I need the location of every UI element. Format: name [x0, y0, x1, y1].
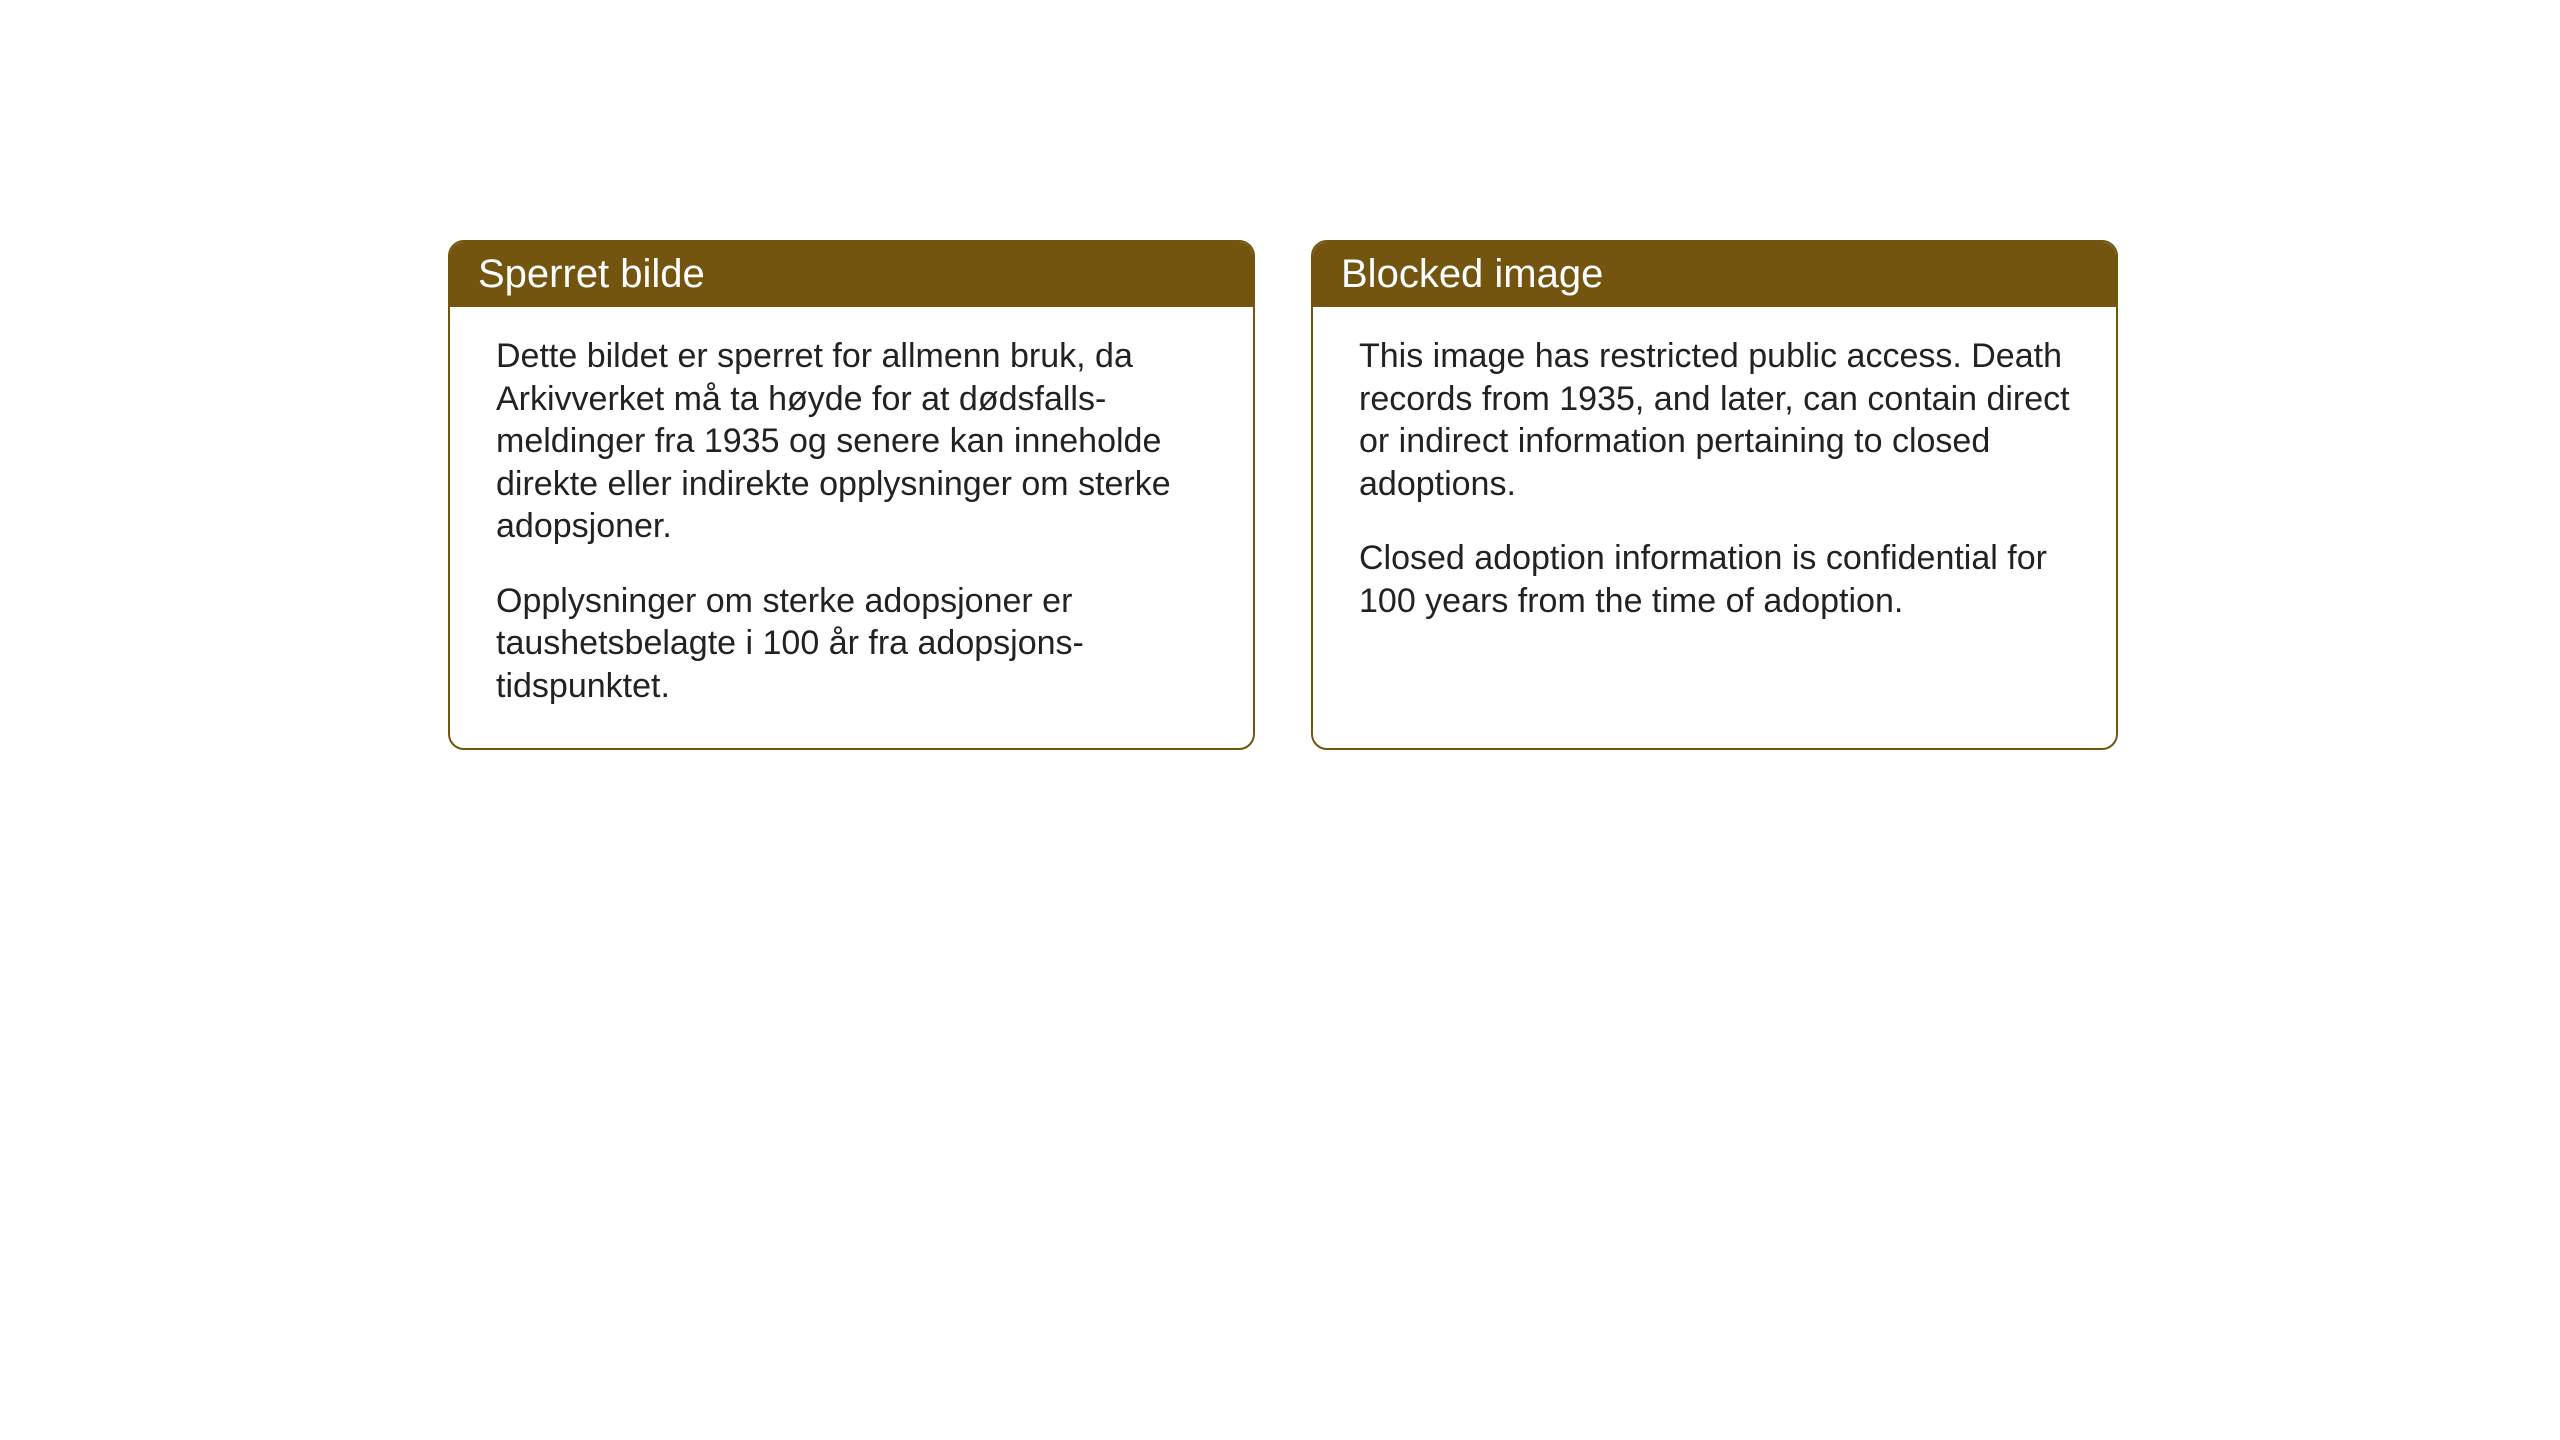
- card-paragraph-en-2: Closed adoption information is confident…: [1359, 537, 2070, 622]
- card-paragraph-no-2: Opplysninger om sterke adopsjoner er tau…: [496, 580, 1207, 708]
- card-title-en: Blocked image: [1341, 252, 1603, 296]
- notice-card-norwegian: Sperret bilde Dette bildet er sperret fo…: [448, 240, 1255, 750]
- card-title-no: Sperret bilde: [478, 252, 705, 296]
- card-header-en: Blocked image: [1313, 242, 2116, 307]
- card-header-no: Sperret bilde: [450, 242, 1253, 307]
- card-paragraph-en-1: This image has restricted public access.…: [1359, 335, 2070, 505]
- notice-cards-container: Sperret bilde Dette bildet er sperret fo…: [448, 240, 2118, 750]
- card-body-en: This image has restricted public access.…: [1313, 307, 2116, 658]
- card-paragraph-no-1: Dette bildet er sperret for allmenn bruk…: [496, 335, 1207, 548]
- card-body-no: Dette bildet er sperret for allmenn bruk…: [450, 307, 1253, 743]
- notice-card-english: Blocked image This image has restricted …: [1311, 240, 2118, 750]
